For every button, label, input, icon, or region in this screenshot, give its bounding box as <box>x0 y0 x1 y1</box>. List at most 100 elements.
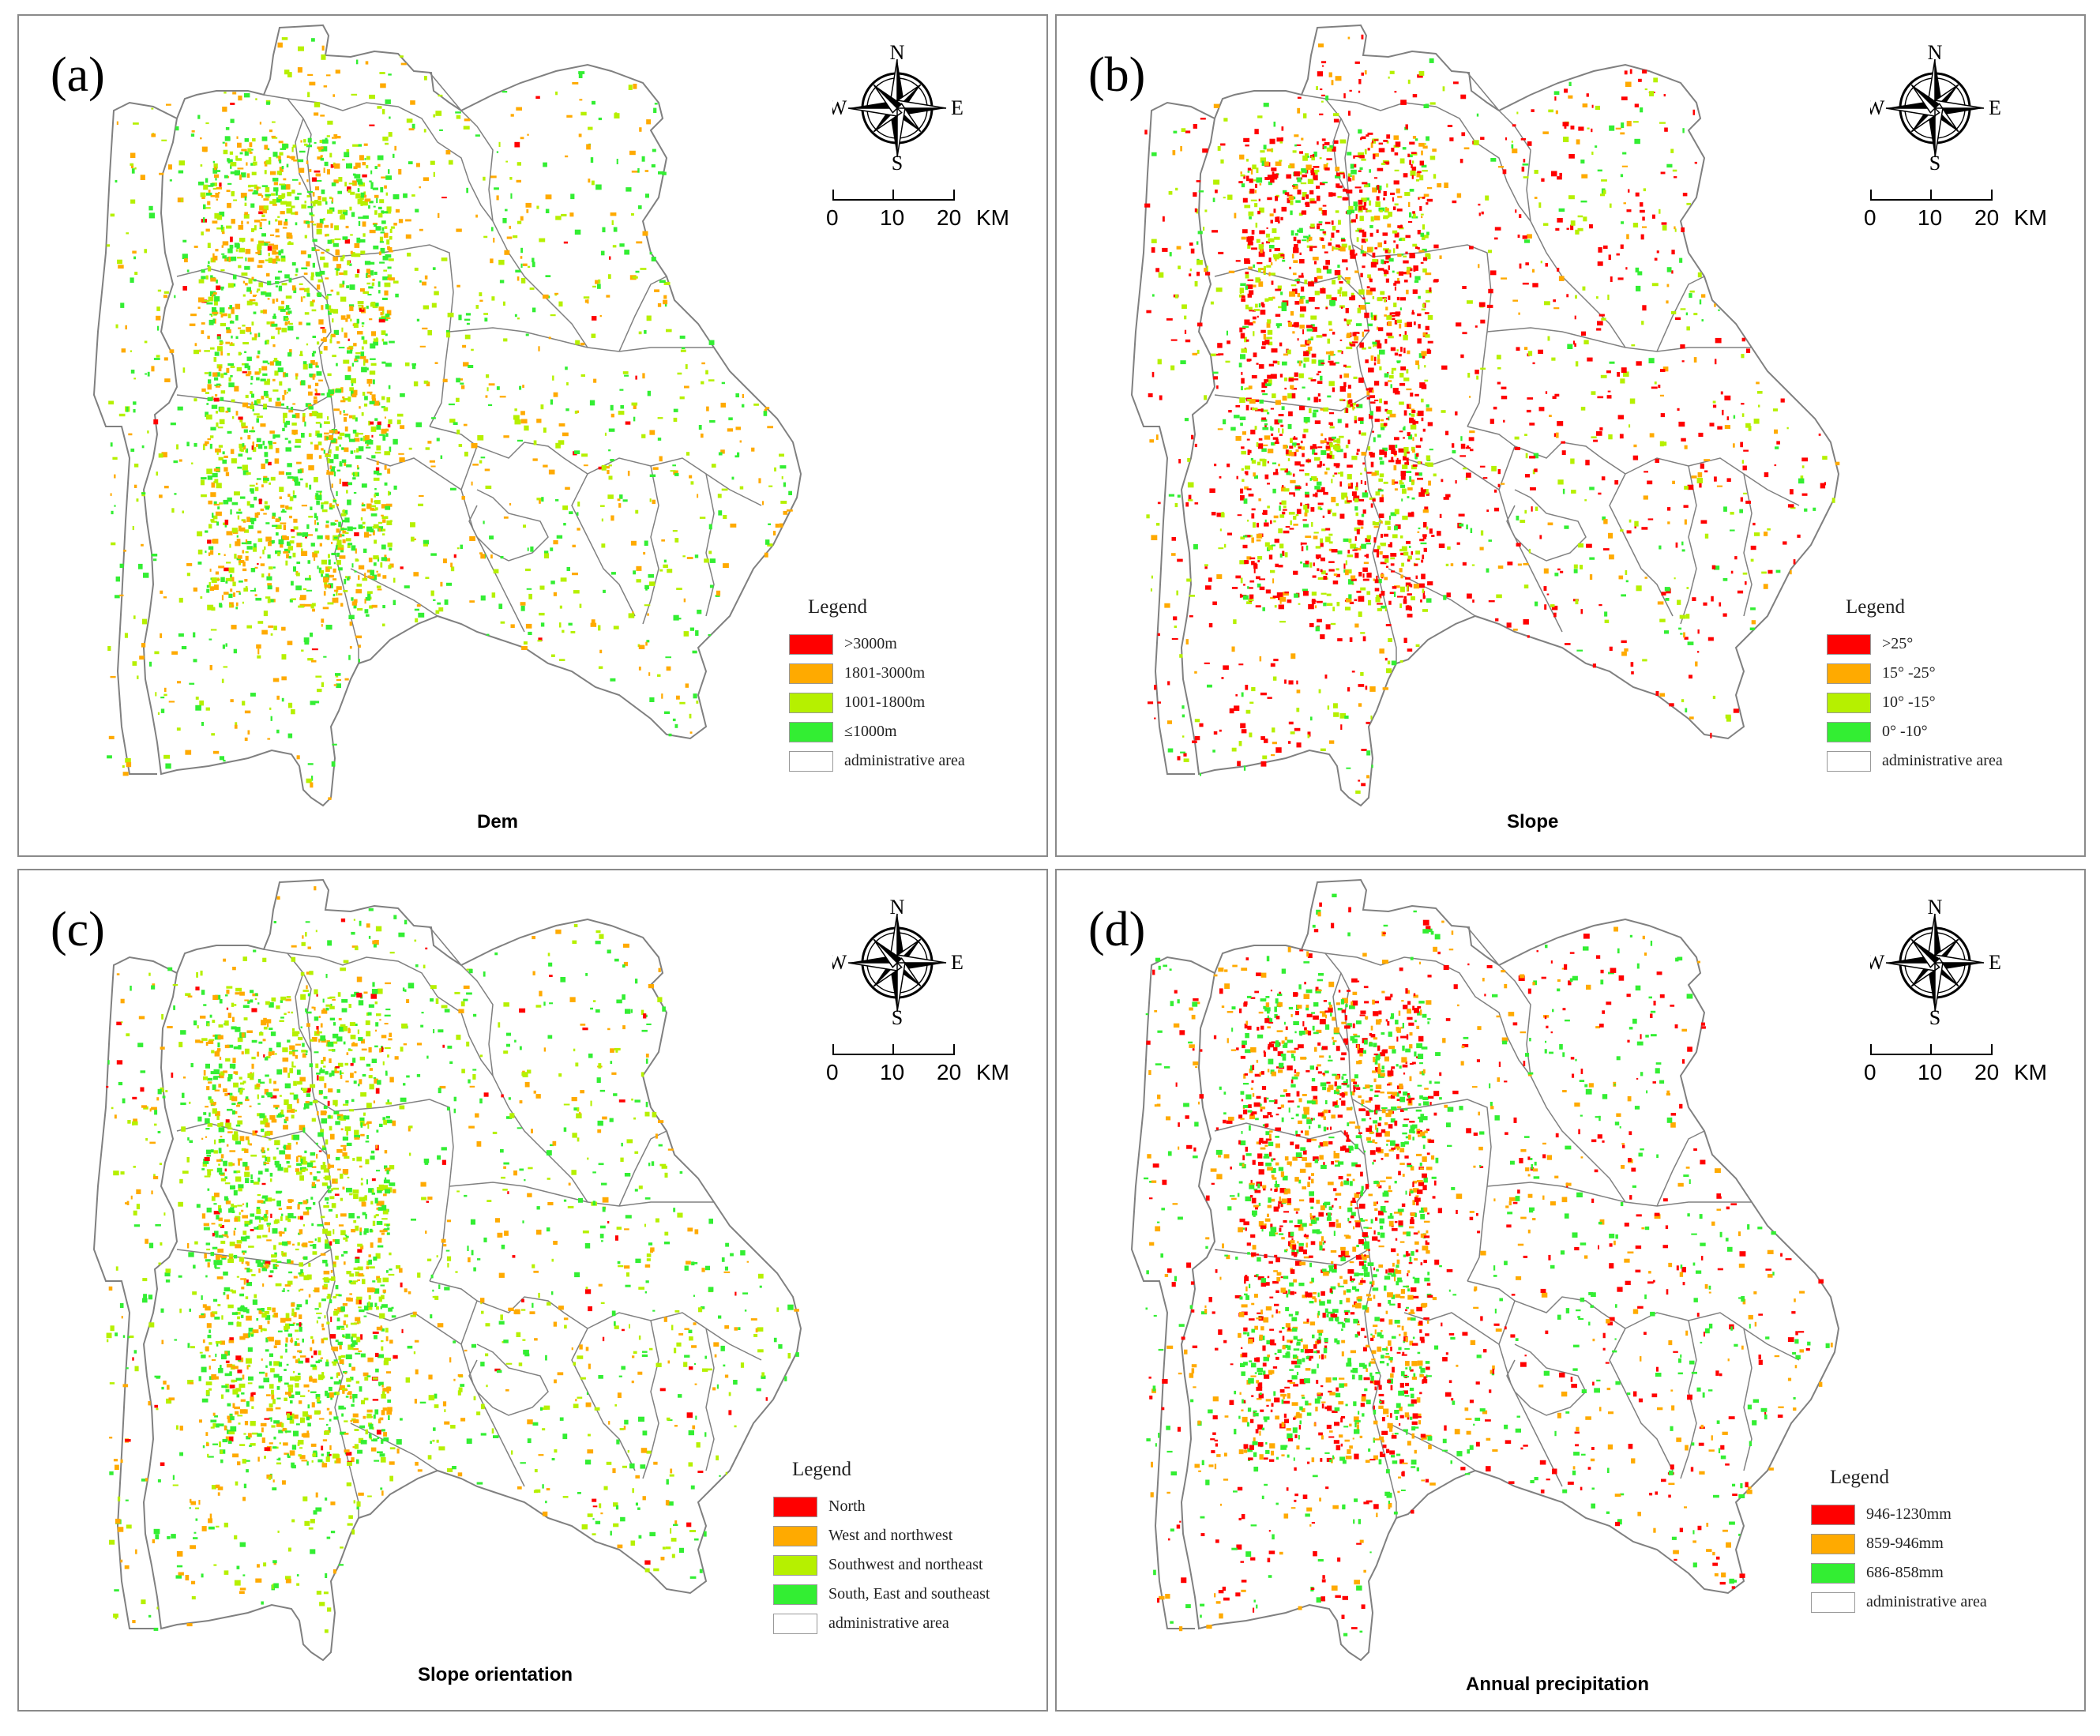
map-cell <box>210 629 217 631</box>
map-cell <box>1270 596 1276 599</box>
map-cell <box>1621 651 1627 656</box>
map-cell <box>366 274 371 278</box>
map-cell <box>521 646 528 650</box>
map-cell <box>475 305 479 309</box>
map-cell <box>246 356 252 362</box>
map-cell <box>301 433 305 438</box>
map-cell <box>286 392 288 394</box>
map-cell <box>267 246 272 251</box>
map-cell <box>282 395 285 400</box>
map-cell <box>1317 446 1323 449</box>
map-cell <box>1507 562 1513 566</box>
map-cell <box>1445 563 1449 566</box>
map-cell <box>1181 304 1187 310</box>
map-cell <box>1364 329 1370 332</box>
map-cell <box>1270 569 1275 573</box>
map-cell <box>193 442 197 447</box>
map-cell <box>346 314 351 319</box>
map-cell <box>1301 272 1304 277</box>
map-cell <box>1529 456 1536 459</box>
map-cell <box>367 575 371 578</box>
map-cell <box>369 124 375 126</box>
map-cell <box>1426 408 1433 411</box>
map-cell <box>157 289 162 292</box>
map-cell <box>1407 350 1411 355</box>
map-cell <box>278 220 283 226</box>
map-cell <box>1418 583 1425 588</box>
map-cell <box>321 448 324 451</box>
map-cell <box>1300 561 1302 564</box>
map-cell <box>373 341 378 346</box>
map-cell <box>393 485 397 490</box>
map-cell <box>1406 388 1412 391</box>
map-cell <box>319 140 322 144</box>
map-cell <box>1710 732 1712 738</box>
map-cell <box>1388 460 1395 463</box>
map-cell <box>1269 249 1272 252</box>
map-cell <box>229 305 232 309</box>
map-cell <box>1183 758 1189 762</box>
map-cell <box>1665 598 1670 601</box>
map-cell <box>312 603 316 607</box>
map-cell <box>272 378 276 381</box>
map-cell <box>374 210 378 215</box>
map-cell <box>1835 461 1840 466</box>
map-cell <box>197 306 201 309</box>
map-cell <box>1523 562 1529 566</box>
map-cell <box>1660 369 1666 372</box>
map-cell <box>1315 492 1318 498</box>
map-cell <box>254 594 257 596</box>
map-cell <box>651 164 656 167</box>
map-cell <box>1294 486 1302 489</box>
map-cell <box>156 315 161 321</box>
map-cell <box>489 535 494 539</box>
map-cell <box>1297 96 1302 100</box>
north-arrow-compass-icon: NSEW <box>828 41 964 175</box>
map-cell <box>347 260 350 265</box>
map-cell <box>284 438 288 440</box>
map-cell <box>1324 674 1328 679</box>
map-cell <box>1524 434 1527 436</box>
map-cell <box>208 185 214 187</box>
map-cell <box>295 376 298 380</box>
map-cell <box>1207 684 1212 688</box>
map-cell <box>336 528 340 533</box>
map-cell <box>246 173 250 178</box>
map-cell <box>1258 281 1264 287</box>
map-cell <box>673 417 678 423</box>
map-cell <box>1391 148 1395 152</box>
map-cell <box>1333 712 1339 717</box>
map-cell <box>351 597 354 601</box>
map-cell <box>378 251 381 256</box>
map-cell <box>1245 145 1249 147</box>
map-cell <box>1354 527 1361 532</box>
map-cell <box>1689 716 1694 720</box>
map-cell <box>261 219 267 221</box>
map-cell <box>563 523 566 526</box>
map-cell <box>1441 365 1448 370</box>
map-cell <box>269 156 272 162</box>
map-cell <box>238 327 242 329</box>
map-cell <box>219 603 223 607</box>
map-cell <box>1553 612 1557 618</box>
map-cell <box>1294 436 1296 439</box>
map-cell <box>423 305 430 310</box>
map-cell <box>1608 434 1613 440</box>
map-cell <box>613 227 618 232</box>
map-cell <box>387 266 392 269</box>
map-cell <box>286 163 289 167</box>
map-cell <box>550 399 554 405</box>
map-cell <box>1286 471 1290 475</box>
map-cell <box>242 371 247 374</box>
map-cell <box>1241 183 1245 188</box>
map-cell <box>1347 385 1351 389</box>
map-cell <box>1361 158 1366 161</box>
map-cell <box>351 363 355 367</box>
map-cell <box>323 591 326 596</box>
map-cell <box>649 251 652 255</box>
map-cell <box>1272 393 1276 399</box>
map-cell <box>652 148 656 152</box>
map-cell <box>1558 208 1565 212</box>
map-cell <box>275 524 282 529</box>
legend-item: ≤1000m <box>789 717 965 746</box>
